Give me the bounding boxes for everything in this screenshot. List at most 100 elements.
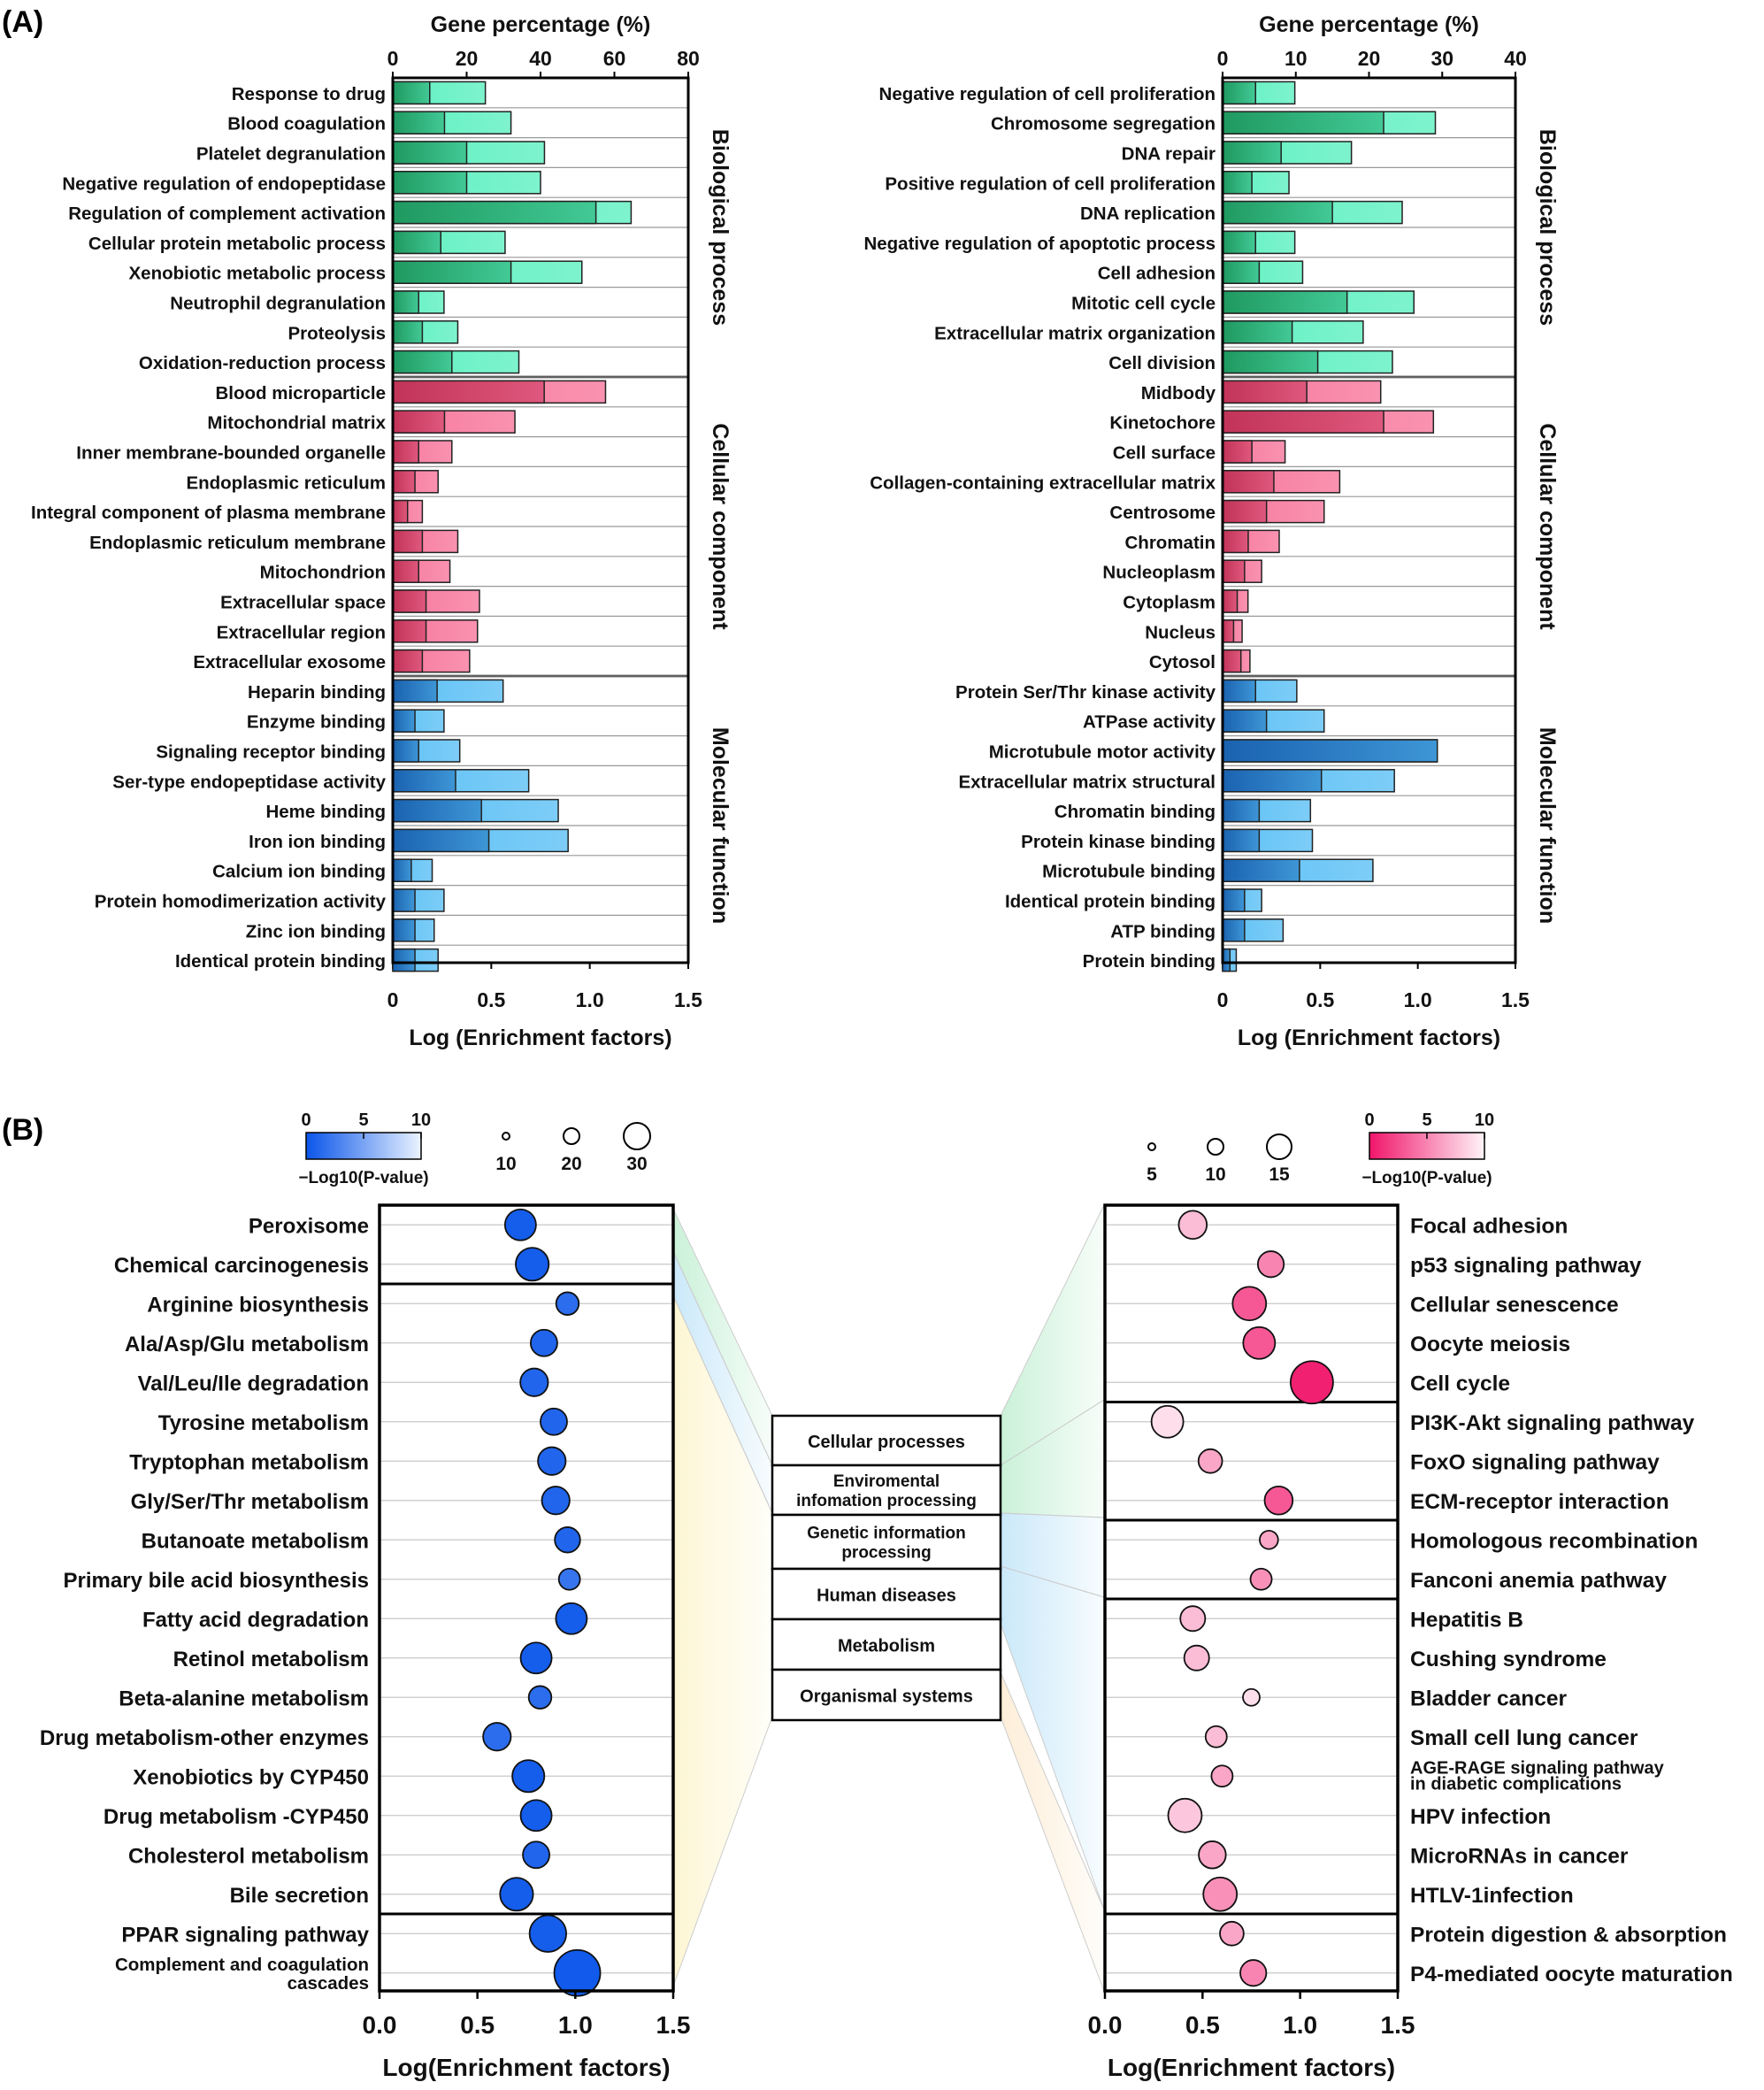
- gene-percentage-bar: [1222, 410, 1384, 434]
- term-label: Chromosome segregation: [991, 114, 1216, 134]
- term-label: Blood coagulation: [227, 114, 386, 134]
- term-label: Positive regulation of cell proliferatio…: [885, 173, 1216, 194]
- term-label: Fatty acid degradation: [142, 1608, 369, 1632]
- top-tick-label: 40: [529, 47, 552, 70]
- term-label: Cellular protein metabolic process: [88, 234, 386, 254]
- term-label: Val/Leu/Ile degradation: [138, 1372, 369, 1395]
- bubble: [503, 1208, 537, 1241]
- term-label: Drug metabolism -CYP450: [104, 1805, 369, 1829]
- category-label: infomation processing: [796, 1492, 977, 1510]
- term-label: Blood microparticle: [215, 383, 386, 403]
- category-label: processing: [841, 1544, 931, 1563]
- gene-percentage-bar: [1222, 709, 1268, 733]
- size-legend-circle: [1147, 1142, 1156, 1151]
- gene-percentage-bar: [1222, 769, 1323, 793]
- bubble: [1177, 1210, 1208, 1241]
- gene-percentage-bar: [1222, 828, 1261, 853]
- gene-percentage-bar: [1222, 589, 1239, 613]
- gene-percentage-bar: [392, 529, 424, 554]
- gene-percentage-bar: [1222, 141, 1282, 165]
- top-axis-title: Gene percentage (%): [431, 12, 651, 37]
- gene-percentage-bar: [392, 200, 597, 225]
- term-label: Extracellular exosome: [193, 652, 386, 672]
- colorbar-tick-label: 0: [1364, 1110, 1374, 1130]
- gene-percentage-bar: [1222, 559, 1246, 583]
- group-label: Molecular function: [708, 727, 732, 924]
- term-label: Mitotic cell cycle: [1071, 294, 1216, 314]
- term-label: Mitochondrial matrix: [207, 413, 386, 434]
- term-label: cascades: [288, 1973, 369, 1994]
- category-label: Human diseases: [817, 1587, 956, 1606]
- bubble: [557, 1567, 581, 1591]
- term-label: in diabetic complications: [1410, 1774, 1622, 1794]
- colorbar-tick-label: 10: [411, 1110, 431, 1130]
- x-axis-title: Log(Enrichment factors): [1108, 2054, 1395, 2081]
- bubble: [1256, 1250, 1285, 1279]
- size-legend-circle: [1207, 1138, 1224, 1156]
- bubble: [1202, 1876, 1239, 1912]
- term-label: Integral component of plasma membrane: [31, 503, 386, 523]
- term-label: Bladder cancer: [1410, 1687, 1567, 1710]
- category-connector-bands: [671, 1204, 1105, 1992]
- go-chart-left: Gene percentage (%) 0 20 40 60 80 Log (Enrichm…: [31, 12, 732, 1050]
- term-label: Kinetochore: [1109, 413, 1216, 434]
- term-label: Heparin binding: [248, 682, 386, 703]
- category-cell: [771, 1513, 1002, 1571]
- term-label: Cytosol: [1149, 652, 1216, 672]
- gene-percentage-bar: [392, 171, 468, 195]
- term-label: Tryptophan metabolism: [129, 1450, 369, 1474]
- term-label: Centrosome: [1109, 503, 1216, 523]
- category-label: Enviromental: [833, 1472, 940, 1491]
- term-label: Signaling receptor binding: [156, 742, 386, 763]
- term-label: ATPase activity: [1083, 712, 1216, 733]
- term-label: Arginine biosynthesis: [147, 1293, 369, 1317]
- gene-percentage-bar: [1222, 798, 1261, 823]
- term-label: Butanoate metabolism: [142, 1529, 369, 1553]
- bottom-axis-title: Log (Enrichment factors): [1238, 1026, 1500, 1050]
- bubble: [540, 1407, 568, 1436]
- gene-percentage-bar: [392, 589, 427, 613]
- bottom-tick-label: 0: [387, 988, 399, 1011]
- plot-frame: [378, 1203, 675, 1993]
- bottom-tick-label: 1.0: [1404, 988, 1432, 1011]
- term-label: Negative regulation of endopeptidase: [62, 173, 386, 194]
- bubble: [1179, 1605, 1207, 1633]
- category-cell: [771, 1567, 1002, 1621]
- bottom-tick-label: 1.5: [674, 988, 702, 1011]
- bubble: [1263, 1485, 1294, 1516]
- term-label: Cytoplasm: [1123, 593, 1216, 613]
- gene-percentage-bar: [392, 918, 416, 942]
- group-label: Biological process: [1535, 129, 1560, 326]
- term-label: Cell division: [1108, 353, 1216, 373]
- term-label: Identical protein binding: [175, 951, 386, 972]
- colorbar-title: −Log10(P-value): [1361, 1169, 1492, 1187]
- bubble: [1249, 1567, 1273, 1591]
- gene-percentage-bar: [1222, 440, 1253, 464]
- gene-percentage-bar: [1222, 380, 1308, 404]
- term-label: Gly/Ser/Thr metabolism: [131, 1490, 369, 1514]
- top-tick-label: 0: [1217, 47, 1229, 70]
- bubble: [519, 1367, 549, 1397]
- term-label: Beta-alanine metabolism: [119, 1687, 369, 1710]
- x-tick-label: 1.0: [1283, 2011, 1317, 2039]
- bubble: [522, 1840, 550, 1870]
- term-label: Response to drug: [232, 84, 386, 104]
- term-label: Inner membrane-bounded organelle: [76, 443, 386, 464]
- term-label: Endoplasmic reticulum: [186, 473, 386, 493]
- gene-percentage-bar: [392, 709, 416, 733]
- term-label: Negative regulation of cell proliferatio…: [879, 84, 1216, 104]
- go-chart-right: Gene percentage (%) 0 10 20 30 40 Log (Enrichm…: [863, 12, 1560, 1050]
- colorbar-tick-label: 5: [1422, 1110, 1431, 1130]
- size-legend-circle: [623, 1122, 651, 1150]
- size-legend-label: 15: [1269, 1164, 1290, 1185]
- term-label: ECM-receptor interaction: [1410, 1490, 1669, 1514]
- category-label: Organismal systems: [800, 1687, 973, 1707]
- gene-percentage-bar: [392, 470, 416, 494]
- gene-percentage-bar: [1222, 111, 1384, 134]
- x-tick-label: 0.0: [1088, 2011, 1123, 2039]
- gene-percentage-bar: [392, 769, 456, 793]
- gene-percentage-bar: [1222, 888, 1246, 912]
- term-label: Calcium ion binding: [212, 862, 386, 882]
- bubble: [1259, 1529, 1279, 1550]
- plot-background: [380, 1205, 673, 1991]
